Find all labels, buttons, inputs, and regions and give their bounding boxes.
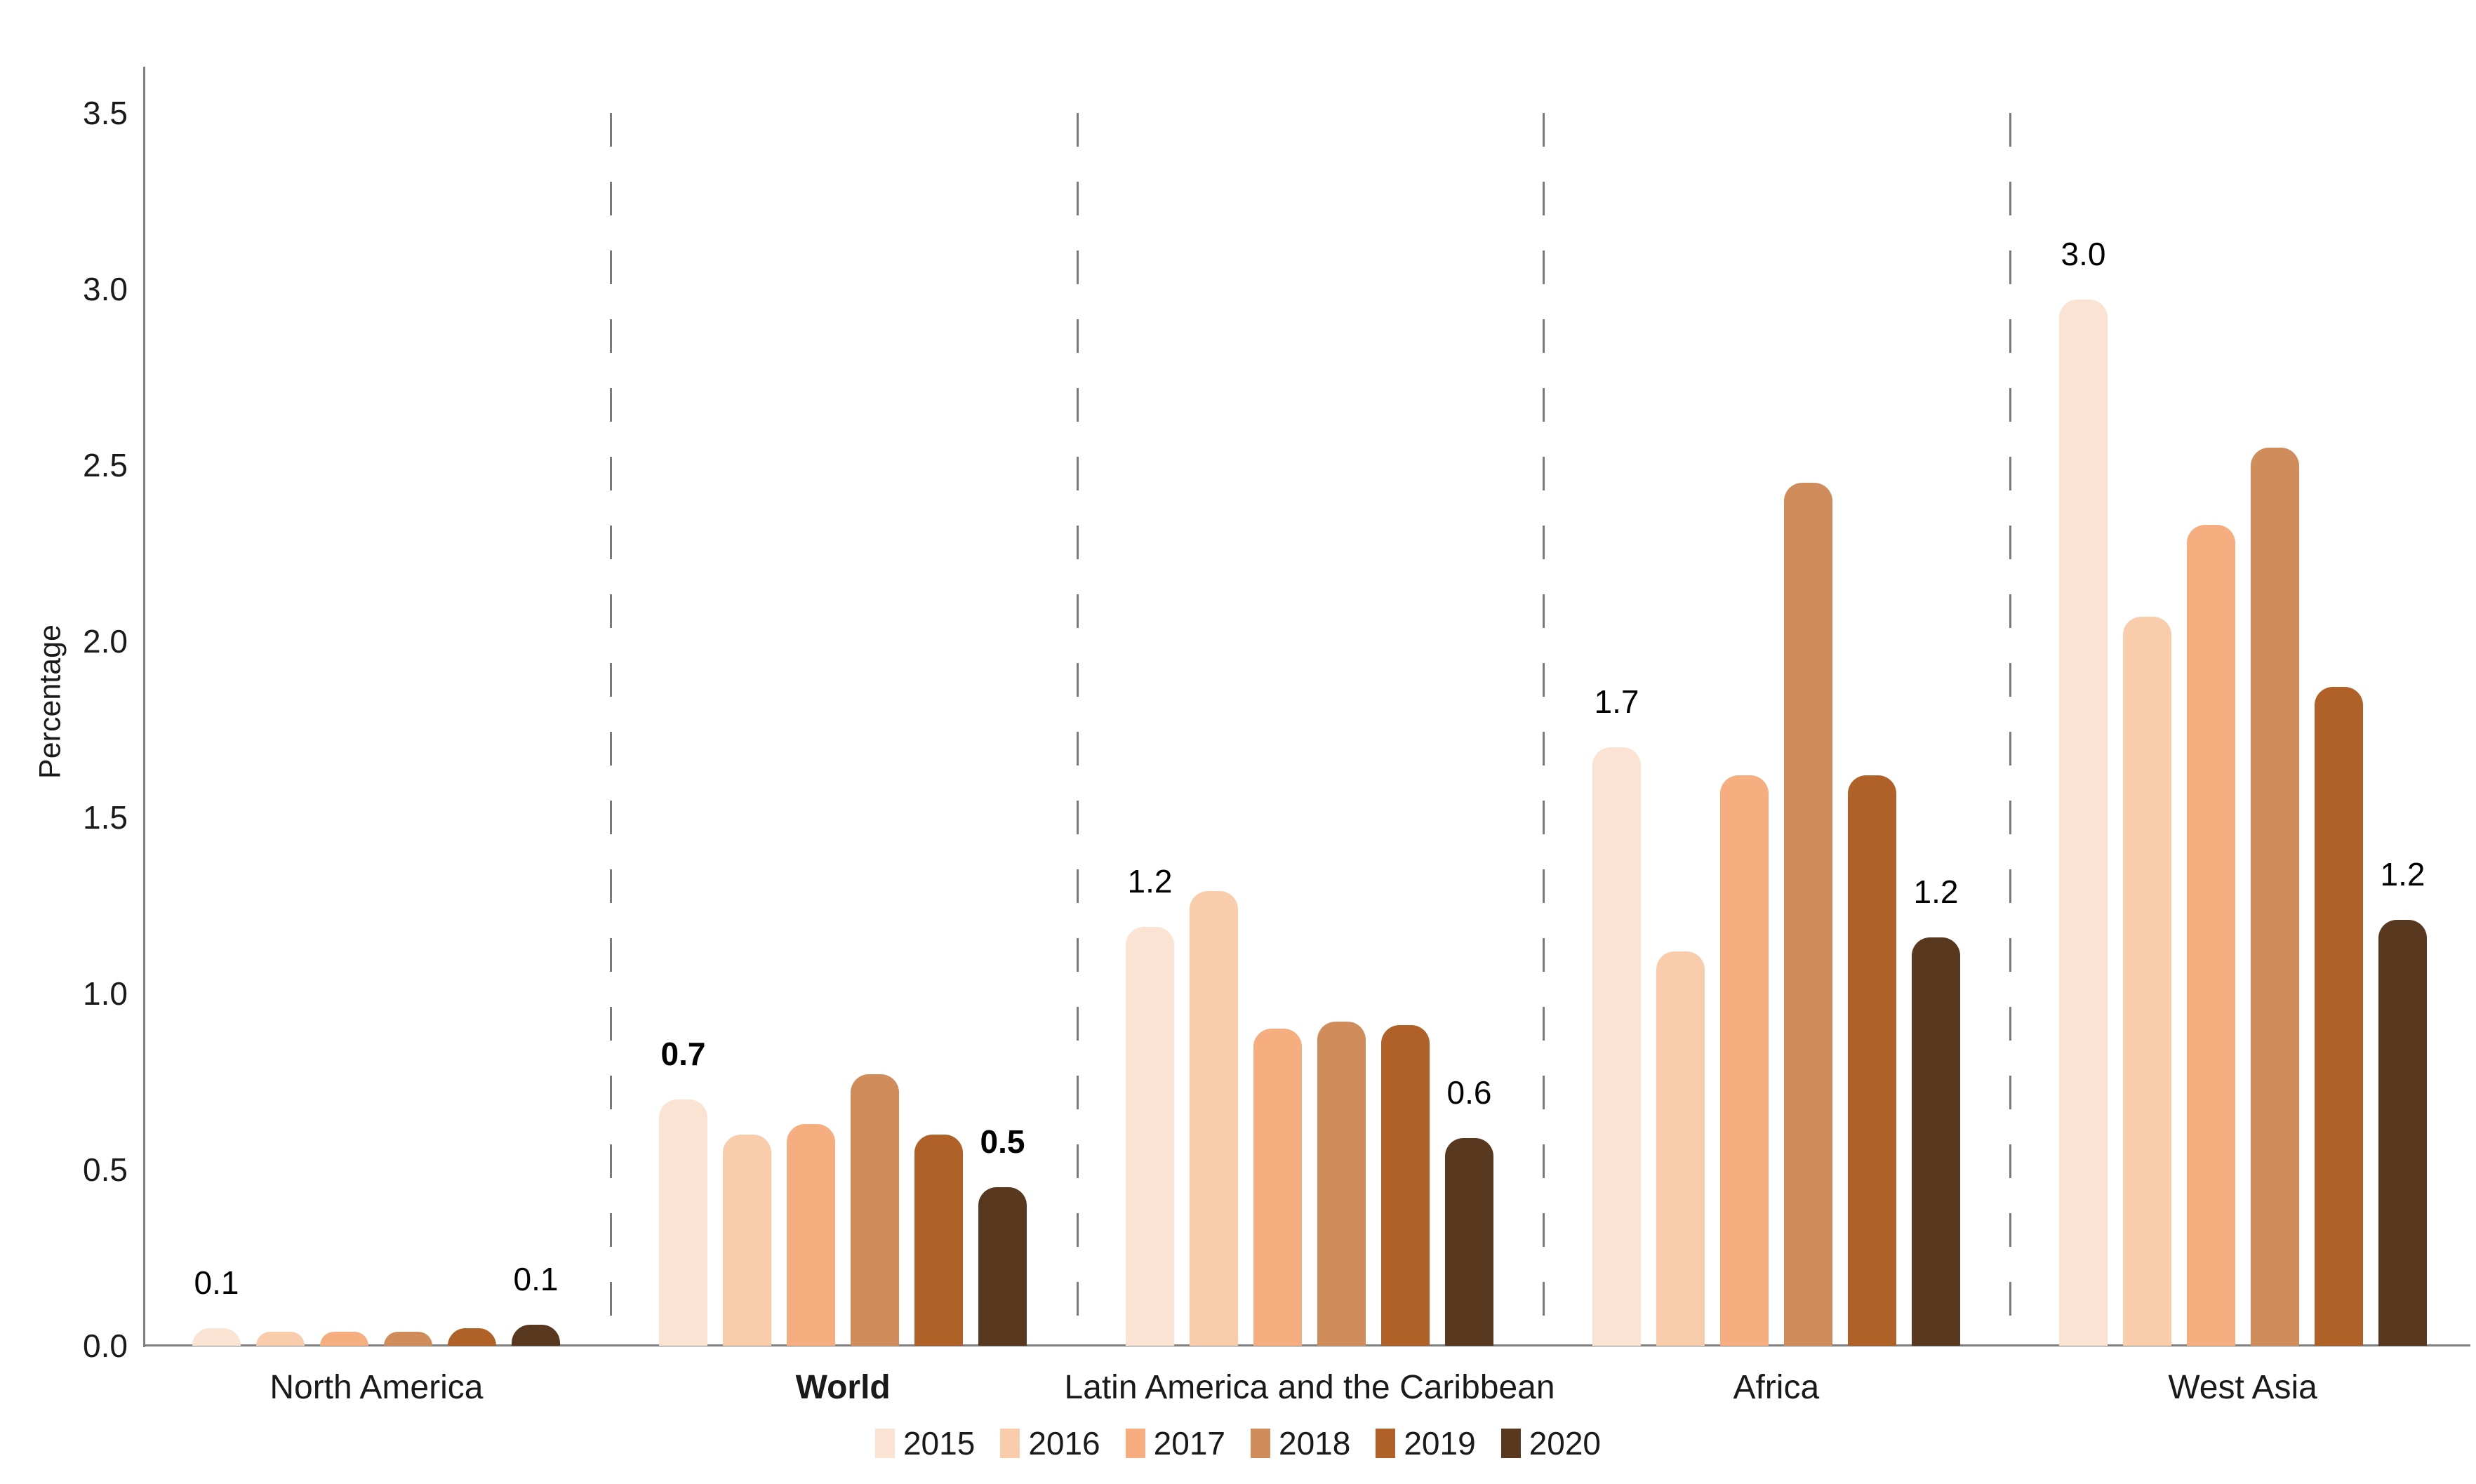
legend-item-2019: 2019 <box>1376 1425 1476 1462</box>
group-separator-1 <box>610 113 612 1346</box>
x-label-latin-america-and-the-caribbean: Latin America and the Caribbean <box>1064 1369 1555 1406</box>
bar-west-asia-2018 <box>2251 448 2299 1346</box>
bar-latin-america-and-the-caribbean-2018 <box>1317 1022 1366 1346</box>
bar-north-america-2015 <box>192 1328 241 1346</box>
value-label-north-america-2020: 0.1 <box>513 1261 559 1297</box>
legend-swatch-2018 <box>1251 1429 1270 1458</box>
value-label-world-2020: 0.5 <box>980 1123 1025 1160</box>
y-axis-line <box>143 67 145 1347</box>
legend-item-2017: 2017 <box>1125 1425 1225 1462</box>
y-tick-label-0.5: 0.5 <box>83 1151 128 1188</box>
bar-west-asia-2019 <box>2315 687 2363 1346</box>
bar-west-asia-2020 <box>2378 920 2427 1346</box>
legend: 2015 2016 2017 2018 2019 2020 <box>874 1425 1602 1462</box>
x-label-world: World <box>795 1369 891 1406</box>
bar-africa-2016 <box>1656 951 1705 1346</box>
legend-label-2020: 2020 <box>1529 1425 1602 1462</box>
x-label-north-america: North America <box>269 1369 484 1406</box>
bar-world-2020 <box>978 1187 1027 1346</box>
legend-item-2016: 2016 <box>1000 1426 1100 1461</box>
bar-north-america-2016 <box>256 1332 305 1346</box>
bar-north-america-2017 <box>320 1332 368 1346</box>
bar-africa-2020 <box>1912 937 1960 1346</box>
value-label-north-america-2015: 0.1 <box>194 1264 239 1301</box>
bar-north-america-2019 <box>448 1328 496 1346</box>
value-label-west-asia-2015: 3.0 <box>2061 236 2106 272</box>
legend-item-2018: 2018 <box>1251 1426 1350 1461</box>
y-tick-label-3.5: 3.5 <box>83 95 128 131</box>
group-separator-4 <box>2009 113 2011 1346</box>
bar-north-america-2018 <box>384 1332 432 1346</box>
bar-world-2015 <box>659 1099 707 1346</box>
bar-world-2019 <box>914 1135 963 1346</box>
bar-north-america-2020 <box>512 1325 560 1346</box>
legend-item-2015: 2015 <box>874 1425 976 1462</box>
group-separator-3 <box>1543 113 1545 1346</box>
y-tick-label-1.5: 1.5 <box>83 799 128 836</box>
legend-label-2018: 2018 <box>1279 1425 1351 1462</box>
bar-west-asia-2016 <box>2123 617 2171 1346</box>
bar-world-2016 <box>723 1135 771 1346</box>
bar-latin-america-and-the-caribbean-2015 <box>1126 927 1174 1346</box>
legend-swatch-2020 <box>1500 1429 1521 1458</box>
group-separator-2 <box>1077 113 1079 1346</box>
bar-west-asia-2015 <box>2059 300 2108 1346</box>
bar-latin-america-and-the-caribbean-2016 <box>1190 891 1238 1346</box>
y-tick-label-3.0: 3.0 <box>83 271 128 307</box>
legend-label-2015: 2015 <box>903 1425 976 1462</box>
legend-label-2016: 2016 <box>1028 1425 1100 1462</box>
y-tick-label-0.0: 0.0 <box>83 1328 128 1364</box>
value-label-world-2015: 0.7 <box>660 1036 706 1072</box>
bar-world-2018 <box>851 1074 899 1346</box>
bar-world-2017 <box>787 1124 835 1346</box>
x-axis-line <box>143 1344 2470 1346</box>
value-label-latin-america-and-the-caribbean-2015: 1.2 <box>1127 863 1173 900</box>
y-tick-label-1.0: 1.0 <box>83 975 128 1012</box>
bar-africa-2019 <box>1848 775 1896 1346</box>
y-tick-label-2.0: 2.0 <box>83 623 128 660</box>
value-label-africa-2015: 1.7 <box>1594 683 1639 720</box>
x-label-west-asia: West Asia <box>2168 1369 2317 1406</box>
bar-africa-2018 <box>1784 483 1832 1346</box>
legend-label-2019: 2019 <box>1404 1425 1476 1462</box>
x-label-africa: Africa <box>1733 1369 1820 1406</box>
bar-latin-america-and-the-caribbean-2017 <box>1253 1029 1302 1346</box>
legend-swatch-2017 <box>1125 1429 1145 1458</box>
value-label-latin-america-and-the-caribbean-2020: 0.6 <box>1446 1074 1492 1111</box>
value-label-west-asia-2020: 1.2 <box>2380 856 2425 893</box>
legend-label-2017: 2017 <box>1153 1425 1225 1462</box>
y-tick-label-2.5: 2.5 <box>83 447 128 483</box>
legend-item-2020: 2020 <box>1500 1425 1602 1462</box>
bar-latin-america-and-the-caribbean-2019 <box>1381 1025 1430 1346</box>
bar-west-asia-2017 <box>2187 525 2235 1346</box>
bar-latin-america-and-the-caribbean-2020 <box>1445 1138 1493 1346</box>
legend-swatch-2016 <box>1000 1429 1020 1458</box>
legend-swatch-2019 <box>1376 1429 1396 1458</box>
bar-africa-2015 <box>1592 747 1641 1346</box>
value-label-africa-2020: 1.2 <box>1913 874 1959 910</box>
legend-swatch-2015 <box>874 1429 895 1458</box>
bar-africa-2017 <box>1720 775 1769 1346</box>
